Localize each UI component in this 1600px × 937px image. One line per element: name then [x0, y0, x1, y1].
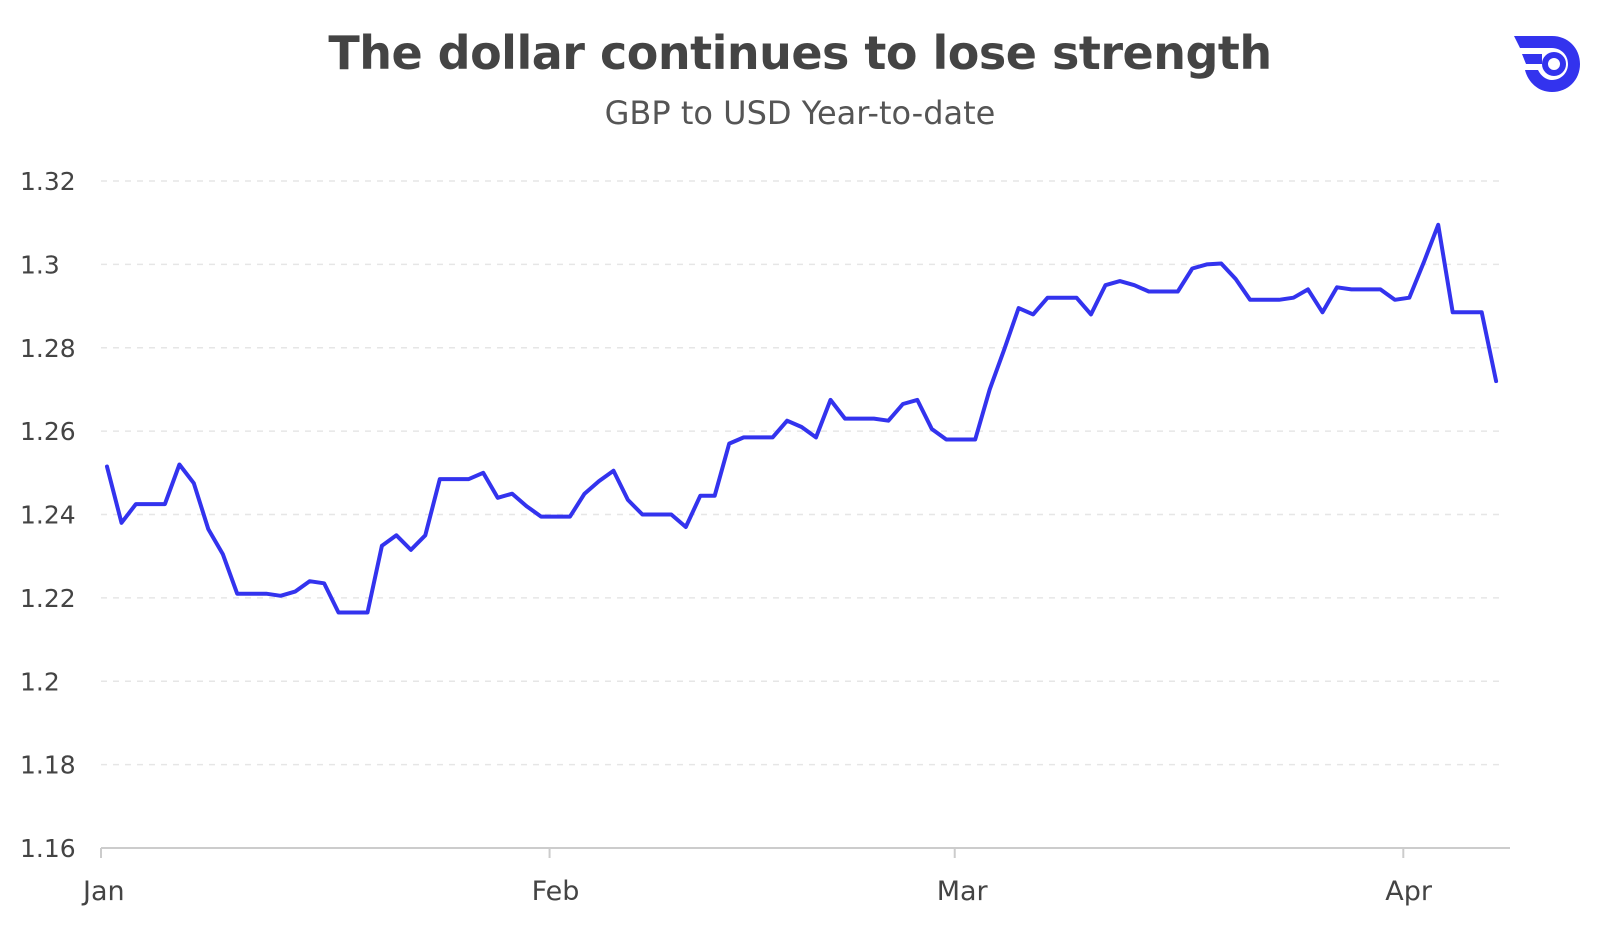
x-tick-label: Feb — [532, 876, 580, 907]
y-tick-label: 1.22 — [20, 584, 76, 613]
chart-title: The dollar continues to lose strength — [328, 26, 1272, 80]
x-tick-label: Jan — [81, 876, 125, 907]
y-tick-label: 1.24 — [20, 501, 76, 530]
chart-subtitle: GBP to USD Year-to-date — [604, 94, 996, 132]
series-layer — [105, 222, 1499, 615]
y-tick-label: 1.3 — [20, 250, 60, 279]
x-axis-ticks: Jan Feb Mar Apr — [81, 848, 1433, 907]
company-logo-icon — [1514, 36, 1580, 92]
y-tick-label: 1.28 — [20, 334, 76, 363]
y-tick-label: 1.32 — [20, 167, 76, 196]
y-tick-label: 1.2 — [20, 667, 60, 696]
x-tick-label: Mar — [937, 876, 989, 907]
x-tick-label: Apr — [1385, 876, 1433, 907]
logo-ring — [1542, 52, 1566, 76]
logo-bar — [1522, 54, 1542, 64]
y-tick-label: 1.16 — [20, 834, 76, 863]
y-tick-label: 1.26 — [20, 417, 76, 446]
grid-lines — [101, 180, 1505, 766]
y-tick-label: 1.18 — [20, 751, 76, 780]
logo-swoosh — [1514, 36, 1580, 92]
y-axis-ticks: 1.16 1.18 1.2 1.22 1.24 1.26 1.28 1.3 1.32 — [20, 167, 76, 863]
series-line — [105, 222, 1499, 615]
